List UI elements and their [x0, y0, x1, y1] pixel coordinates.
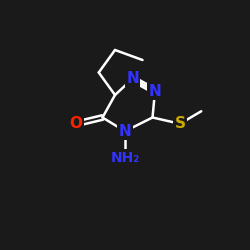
Text: O: O: [70, 116, 83, 131]
Text: N: N: [126, 71, 139, 86]
Text: S: S: [174, 116, 186, 131]
Text: N: N: [148, 84, 162, 99]
Text: N: N: [119, 124, 132, 139]
Text: NH₂: NH₂: [110, 150, 140, 164]
